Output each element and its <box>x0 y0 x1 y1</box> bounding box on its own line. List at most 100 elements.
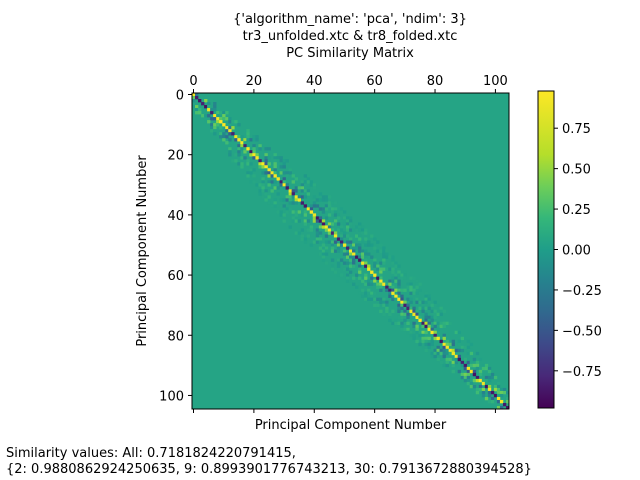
heatmap-cell <box>370 294 374 298</box>
heatmap-cell <box>303 204 308 208</box>
heatmap-cell <box>370 297 374 301</box>
heatmap-cell <box>433 336 437 341</box>
heatmap-cell <box>297 198 301 202</box>
heatmap-cell <box>394 297 398 301</box>
heatmap-cell <box>385 282 389 286</box>
heatmap-cell <box>309 243 314 247</box>
heatmap-cell <box>210 108 214 112</box>
heatmap-cell <box>288 171 292 175</box>
heatmap-cell <box>216 114 220 118</box>
heatmap-cell <box>355 255 359 259</box>
heatmap-cell <box>379 309 383 313</box>
heatmap-cell <box>352 273 356 277</box>
heatmap-cell <box>324 252 329 256</box>
heatmap-cell <box>330 258 335 262</box>
heatmap-cell <box>409 276 413 280</box>
heatmap-cell <box>469 369 474 374</box>
heatmap-cell <box>267 183 271 187</box>
heatmap-cell <box>424 348 428 353</box>
heatmap-cell <box>264 147 268 151</box>
heatmap-cell <box>409 333 413 338</box>
heatmap-cell <box>264 165 268 169</box>
heatmap-cell <box>228 132 232 136</box>
heatmap-cell <box>336 249 341 253</box>
heatmap-cell <box>448 351 452 356</box>
heatmap-cell <box>373 246 377 250</box>
heatmap-cell <box>306 180 311 184</box>
heatmap-cell <box>327 231 332 235</box>
heatmap-cell <box>367 240 371 244</box>
heatmap-cell <box>213 126 217 130</box>
heatmap-cell <box>261 165 265 169</box>
heatmap-cell <box>330 210 335 214</box>
heatmap-cell <box>385 306 389 310</box>
heatmap-cell <box>261 183 265 187</box>
heatmap-cell <box>406 321 410 326</box>
heatmap-cell <box>270 171 274 175</box>
heatmap-cell <box>421 333 425 338</box>
heatmap-cell <box>279 171 283 175</box>
heatmap-cell <box>348 255 353 259</box>
heatmap-cell <box>451 351 455 356</box>
heatmap-cell <box>403 288 407 292</box>
heatmap-cell <box>442 351 446 356</box>
heatmap-cell <box>466 378 471 383</box>
heatmap-cell <box>267 162 271 166</box>
heatmap-cell <box>318 252 323 256</box>
heatmap-cell <box>472 384 477 389</box>
heatmap-cell <box>481 366 486 371</box>
heatmap-cell <box>469 342 474 347</box>
heatmap-cell <box>409 291 413 295</box>
heatmap-cell <box>388 282 392 286</box>
heatmap-cell <box>430 327 434 332</box>
heatmap-cell <box>427 327 431 332</box>
heatmap-cell <box>345 252 350 256</box>
heatmap-cell <box>285 183 289 187</box>
heatmap-cell <box>442 348 446 353</box>
heatmap-cell <box>418 315 422 320</box>
heatmap-cell <box>358 267 362 271</box>
heatmap-cell <box>294 177 298 181</box>
heatmap-cell <box>424 291 428 295</box>
heatmap-cell <box>279 180 283 184</box>
heatmap-cell <box>342 243 347 247</box>
heatmap-cell <box>192 99 196 103</box>
colorbar-ticks: 0.75 0.50 0.25 0.00 −0.25 −0.50 −0.75 <box>554 122 602 380</box>
heatmap-cell <box>240 165 244 169</box>
heatmap-cell <box>312 204 317 208</box>
heatmap-cell <box>339 237 344 241</box>
heatmap-cell <box>288 195 292 199</box>
heatmap-cell <box>279 165 283 169</box>
heatmap-cell <box>327 222 332 226</box>
heatmap-cell <box>303 213 308 217</box>
heatmap-cell <box>345 279 350 283</box>
heatmap-cell <box>415 339 419 344</box>
heatmap-cell <box>264 189 268 193</box>
heatmap-cell <box>276 156 280 160</box>
heatmap-cell <box>312 186 317 190</box>
heatmap-cell <box>400 294 404 298</box>
heatmap-cell <box>424 318 428 323</box>
heatmap-cell <box>382 252 386 256</box>
heatmap-cell <box>321 198 326 202</box>
heatmap-cell <box>358 270 362 274</box>
heatmap-cell <box>258 183 262 187</box>
heatmap-cell <box>394 318 398 323</box>
heatmap-cell <box>364 258 368 262</box>
heatmap-cell <box>282 213 286 217</box>
heatmap-cell <box>327 228 332 232</box>
heatmap-cell <box>421 300 425 304</box>
heatmap-cell <box>297 195 301 199</box>
heatmap-cell <box>300 189 305 193</box>
heatmap-cell <box>370 255 374 259</box>
heatmap-cell <box>252 150 256 154</box>
heatmap-cell <box>279 204 283 208</box>
heatmap-cell <box>367 297 371 301</box>
heatmap-cell <box>385 309 389 313</box>
heatmap-cell <box>333 249 338 253</box>
heatmap-cell <box>306 210 311 214</box>
heatmap-cell <box>339 207 344 211</box>
heatmap-cell <box>358 243 362 247</box>
heatmap-cell <box>243 156 247 160</box>
heatmap-cell <box>222 135 226 139</box>
